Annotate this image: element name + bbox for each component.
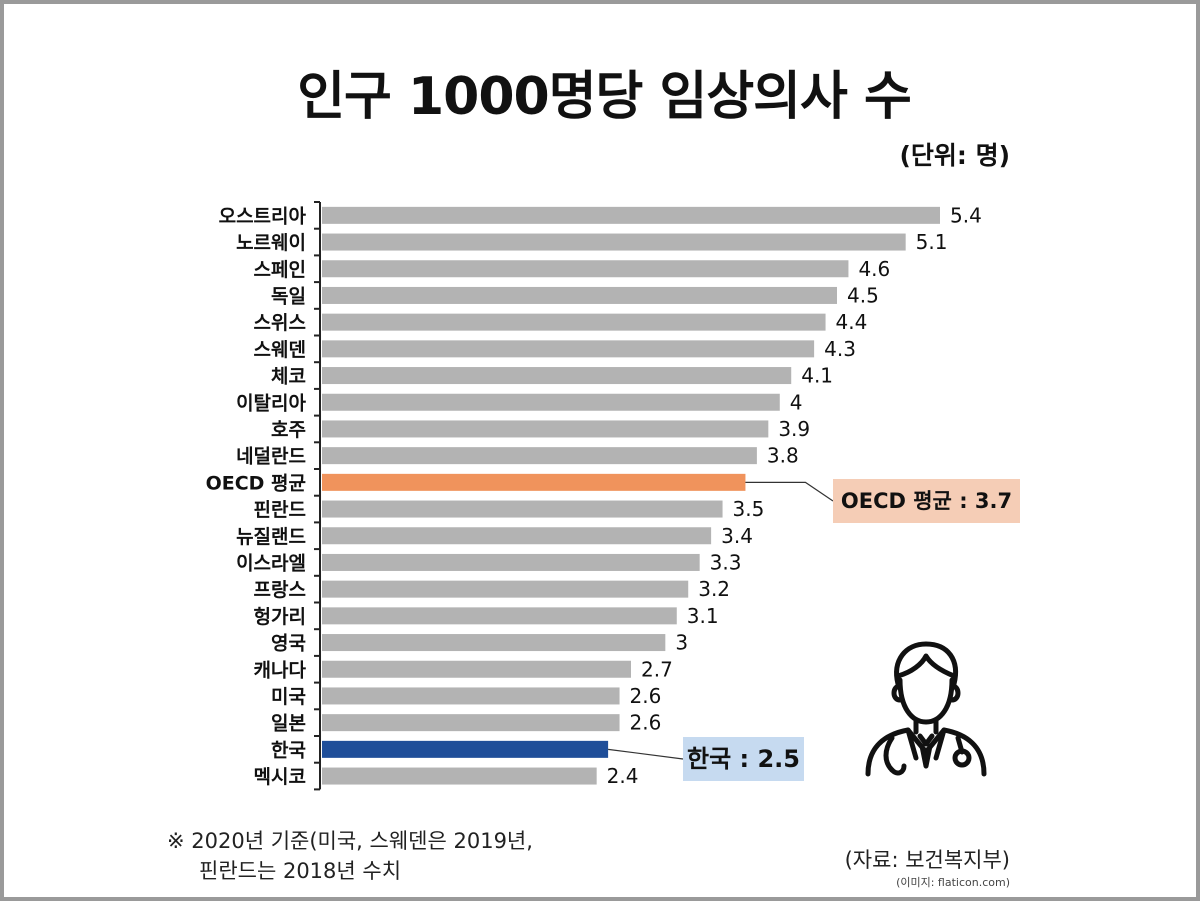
bar xyxy=(322,687,620,705)
bar xyxy=(322,233,906,251)
category-label: 스페인 xyxy=(254,259,306,281)
bar xyxy=(322,527,712,545)
bar xyxy=(322,473,746,491)
value-label: 4 xyxy=(790,390,803,414)
unit-label: (단위: 명) xyxy=(899,141,1010,170)
value-label: 4.5 xyxy=(847,283,879,307)
bar xyxy=(322,393,780,411)
value-label: 4.4 xyxy=(836,310,868,334)
category-label: 핀란드 xyxy=(254,499,306,521)
bar xyxy=(322,767,597,785)
category-label: 오스트리아 xyxy=(219,205,307,227)
footnote-line-2: 핀란드는 2018년 수치 xyxy=(199,859,402,883)
source-label: (자료: 보건복지부) xyxy=(844,848,1010,872)
value-label: 4.3 xyxy=(824,337,856,361)
category-label: OECD 평균 xyxy=(206,472,306,494)
bar xyxy=(322,206,940,224)
bar xyxy=(322,714,620,732)
korea-leader-line xyxy=(608,748,684,760)
bar-chart: 오스트리아 5.4 노르웨이 5.1 스페인 4.6 독일 4.5 스위스 4.4 스웨덴 4.3 체코… xyxy=(206,201,982,791)
bar xyxy=(322,340,815,358)
value-label: 4.1 xyxy=(801,364,833,388)
category-label: 캐나다 xyxy=(254,659,307,681)
bar xyxy=(322,500,723,518)
value-label: 5.1 xyxy=(916,230,948,254)
oecd-leader-line xyxy=(745,481,834,502)
value-label: 3.1 xyxy=(687,604,719,628)
value-label: 5.4 xyxy=(950,203,982,227)
value-label: 3.9 xyxy=(778,417,810,441)
value-label: 2.4 xyxy=(607,764,639,788)
bar xyxy=(322,607,677,625)
category-label: 뉴질랜드 xyxy=(236,526,306,548)
bar xyxy=(322,260,849,278)
footnote: ※ 2020년 기준(미국, 스웨덴은 2019년, 핀란드는 2018년 수치 xyxy=(167,826,533,886)
value-label: 3.2 xyxy=(698,577,730,601)
category-label: 독일 xyxy=(271,285,306,307)
bar xyxy=(322,367,792,385)
category-label: 스위스 xyxy=(254,312,306,334)
value-label: 2.7 xyxy=(641,657,673,681)
value-label: 3.5 xyxy=(733,497,765,521)
category-label: 호주 xyxy=(271,419,306,441)
value-label: 2.6 xyxy=(630,711,662,735)
oecd-average-callout: OECD 평균 : 3.7 xyxy=(833,479,1020,523)
bar xyxy=(322,740,609,758)
category-label: 프랑스 xyxy=(254,579,306,601)
value-label: 3 xyxy=(675,631,688,655)
image-credit: (이미지: flaticon.com) xyxy=(896,876,1010,889)
value-label: 2.6 xyxy=(630,684,662,708)
category-label: 멕시코 xyxy=(254,766,306,788)
category-label: 이탈리아 xyxy=(236,392,306,414)
bar xyxy=(322,286,837,304)
category-label: 영국 xyxy=(271,633,306,655)
bar xyxy=(322,447,757,465)
footnote-line-1: ※ 2020년 기준(미국, 스웨덴은 2019년, xyxy=(167,829,533,853)
bar xyxy=(322,420,769,438)
value-label: 3.4 xyxy=(721,524,753,548)
bar xyxy=(322,580,689,598)
value-label: 3.3 xyxy=(710,550,742,574)
category-label: 일본 xyxy=(271,713,306,735)
value-label: 3.8 xyxy=(767,444,799,468)
category-label: 노르웨이 xyxy=(236,232,306,254)
category-label: 한국 xyxy=(271,739,306,761)
category-label: 이스라엘 xyxy=(236,552,306,574)
korea-callout: 한국 : 2.5 xyxy=(683,737,804,781)
bar xyxy=(322,634,666,652)
category-label: 헝가리 xyxy=(254,606,306,628)
value-label: 4.6 xyxy=(858,257,890,281)
chart-title: 인구 1000명당 임상의사 수 xyxy=(297,67,912,127)
category-label: 미국 xyxy=(271,686,306,708)
bar xyxy=(322,313,826,331)
category-label: 스웨덴 xyxy=(254,339,306,361)
bar xyxy=(322,660,631,678)
doctor-icon xyxy=(865,641,987,777)
category-label: 네덜란드 xyxy=(236,446,306,468)
bar xyxy=(322,553,700,571)
category-label: 체코 xyxy=(271,366,306,388)
